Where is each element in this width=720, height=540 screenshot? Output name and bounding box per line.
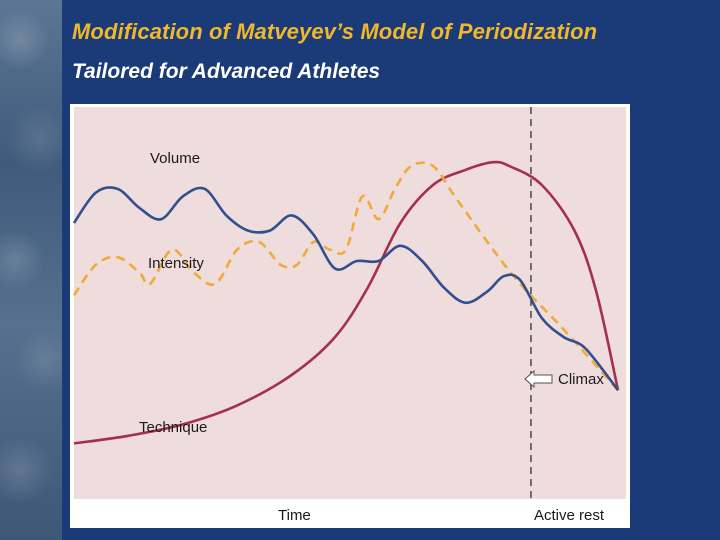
x-axis-label-active-rest: Active rest (534, 507, 605, 524)
climax-arrow-icon (524, 369, 553, 389)
volume-label: Volume (150, 150, 200, 167)
chart-panel: Volume Intensity Technique Climax Time A… (70, 104, 630, 528)
technique-label: Technique (139, 419, 207, 436)
technique-line (73, 160, 620, 445)
background-texture (0, 0, 62, 540)
intensity-line (72, 161, 619, 392)
periodization-chart: Volume Intensity Technique Climax Time A… (72, 107, 626, 524)
climax-annotation: Climax (524, 369, 604, 389)
slide-title: Modification of Matveyev’s Model of Peri… (72, 19, 598, 44)
volume-line (72, 186, 620, 391)
x-axis-label-time: Time (278, 507, 311, 524)
climax-label: Climax (558, 371, 604, 388)
slide-subtitle: Tailored for Advanced Athletes (72, 60, 381, 83)
intensity-label: Intensity (148, 255, 204, 272)
